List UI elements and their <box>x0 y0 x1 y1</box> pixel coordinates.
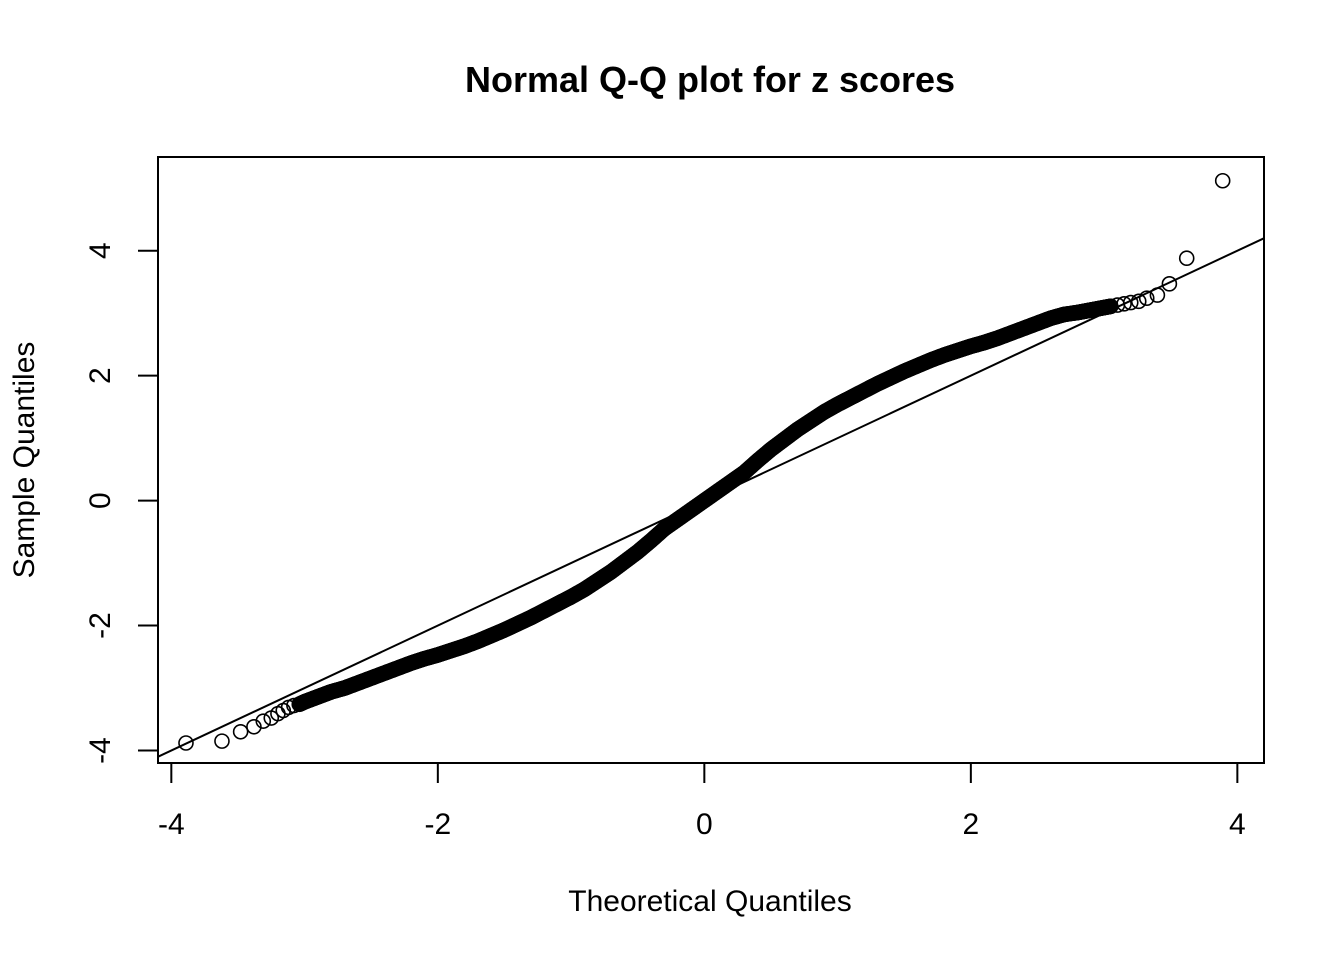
data-point <box>255 713 272 729</box>
x-tick-label: 4 <box>1229 808 1246 841</box>
data-point <box>1102 298 1119 315</box>
x-axis-label: Theoretical Quantiles <box>568 885 851 918</box>
data-point <box>1130 293 1147 310</box>
y-tick-label: -4 <box>84 737 117 764</box>
y-axis: -4 -2 0 2 4 <box>84 242 159 764</box>
data-point <box>1214 172 1231 189</box>
data-point <box>178 735 194 751</box>
data-point <box>232 723 249 740</box>
data-point <box>246 718 262 735</box>
data-point <box>1138 290 1155 306</box>
data-points <box>178 172 1231 751</box>
y-axis-label: Sample Quantiles <box>8 342 41 579</box>
data-point <box>1178 250 1195 267</box>
plot-frame <box>157 156 1265 764</box>
x-tick-label: -4 <box>158 808 185 841</box>
y-tick-label: 4 <box>84 242 117 259</box>
reference-line-group <box>158 237 1264 758</box>
x-tick-label: -2 <box>424 808 451 841</box>
data-point <box>214 733 230 749</box>
chart-title: Normal Q-Q plot for z scores <box>465 59 955 100</box>
x-tick-label: 0 <box>696 808 713 841</box>
y-tick-label: 2 <box>84 367 117 384</box>
y-tick-label: -2 <box>84 612 117 639</box>
data-point <box>1161 276 1178 292</box>
data-point <box>1122 294 1139 311</box>
x-tick-label: 2 <box>962 808 979 841</box>
x-axis: -4 -2 0 2 4 <box>158 762 1246 841</box>
data-point <box>1149 287 1166 303</box>
y-tick-label: 0 <box>84 492 117 509</box>
reference-line <box>158 237 1264 758</box>
